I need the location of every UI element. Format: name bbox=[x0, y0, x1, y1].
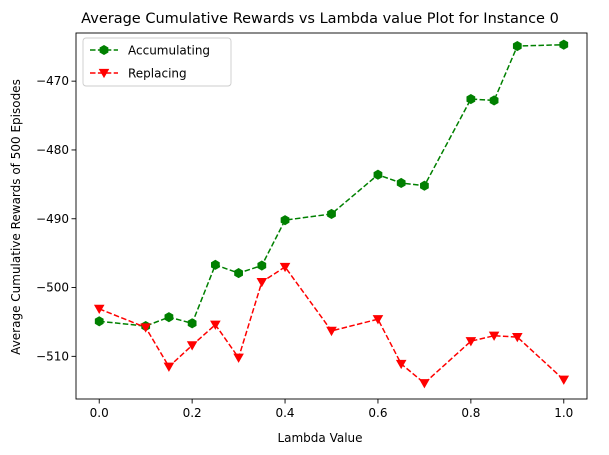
data-point bbox=[256, 277, 268, 288]
legend-item: Accumulating bbox=[90, 44, 210, 58]
x-tick-label: 1.0 bbox=[554, 406, 573, 420]
data-point bbox=[186, 341, 198, 351]
legend-item: Replacing bbox=[90, 67, 187, 81]
x-tick-label: 0.6 bbox=[368, 406, 387, 420]
series-replacing bbox=[93, 262, 570, 389]
y-tick-label: −480 bbox=[36, 143, 69, 157]
legend: Accumulating Replacing bbox=[82, 37, 232, 87]
legend-label: Replacing bbox=[128, 67, 187, 81]
data-point bbox=[210, 320, 221, 330]
data-point bbox=[234, 268, 243, 279]
data-point bbox=[327, 208, 336, 220]
data-point bbox=[93, 304, 105, 315]
data-point bbox=[372, 315, 384, 325]
data-point bbox=[164, 312, 174, 323]
data-point bbox=[279, 262, 291, 273]
legend-marker bbox=[99, 44, 109, 56]
data-point bbox=[512, 333, 523, 343]
plot-area bbox=[75, 32, 588, 400]
data-point bbox=[489, 95, 499, 106]
data-point bbox=[280, 215, 290, 226]
y-tick-label: −470 bbox=[36, 74, 69, 88]
data-point bbox=[488, 331, 500, 341]
legend-label: Accumulating bbox=[128, 44, 210, 58]
data-point bbox=[210, 259, 220, 270]
y-axis-ticks: −510 −500 −490 −480 −470 bbox=[36, 74, 76, 363]
y-tick-label: −500 bbox=[36, 281, 69, 295]
series-accumulating bbox=[94, 39, 569, 332]
series-line bbox=[99, 43, 564, 327]
legend-box bbox=[82, 37, 232, 87]
data-point bbox=[163, 362, 175, 372]
data-point bbox=[465, 337, 477, 347]
data-point bbox=[419, 379, 430, 389]
data-point bbox=[466, 93, 476, 105]
x-tick-label: 0.4 bbox=[275, 406, 294, 420]
data-point bbox=[373, 169, 383, 180]
x-tick-label: 0.2 bbox=[183, 406, 202, 420]
y-tick-label: −490 bbox=[36, 212, 69, 226]
data-point bbox=[558, 375, 570, 385]
x-tick-label: 0.8 bbox=[461, 406, 480, 420]
plot-frame bbox=[75, 32, 588, 400]
x-axis-ticks: 0.0 0.2 0.4 0.6 0.8 1.0 bbox=[90, 399, 573, 420]
data-point bbox=[512, 41, 522, 52]
data-point bbox=[396, 177, 406, 189]
x-axis-label: Lambda Value bbox=[277, 431, 362, 445]
data-point bbox=[326, 326, 337, 337]
x-tick-label: 0.0 bbox=[90, 406, 109, 420]
data-point bbox=[395, 359, 407, 370]
data-point bbox=[420, 180, 429, 191]
y-axis-label: Average Cumulative Rewards of 500 Episod… bbox=[9, 79, 23, 355]
data-point bbox=[187, 318, 197, 329]
data-point bbox=[233, 353, 244, 363]
data-point bbox=[559, 39, 569, 50]
chart-title: Average Cumulative Rewards vs Lambda val… bbox=[81, 11, 559, 27]
y-tick-label: −510 bbox=[36, 349, 69, 363]
data-point bbox=[140, 323, 151, 333]
data-point bbox=[94, 316, 104, 327]
series-line bbox=[98, 265, 565, 385]
data-point bbox=[257, 260, 267, 271]
legend-marker bbox=[98, 68, 110, 79]
series-layer bbox=[93, 39, 570, 389]
